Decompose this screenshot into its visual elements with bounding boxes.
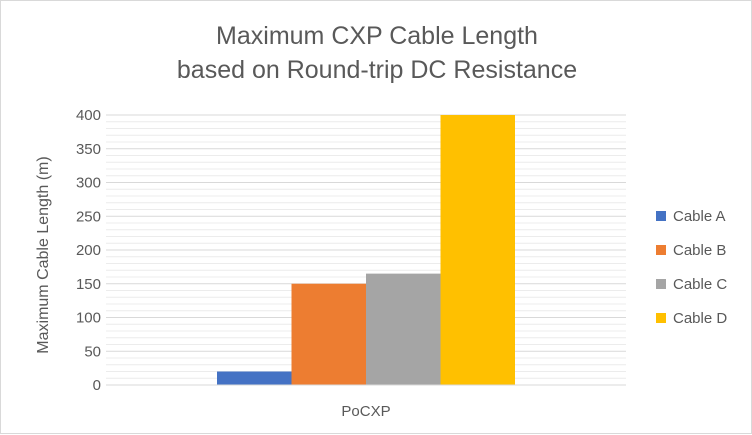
legend-item: Cable B (656, 233, 727, 267)
legend-label: Cable B (673, 241, 727, 259)
legend-swatch (656, 313, 666, 323)
legend-swatch (656, 279, 666, 289)
bars (217, 115, 515, 385)
legend-swatch (656, 245, 666, 255)
bar-cable-c (366, 273, 441, 385)
chart-subtitle: based on Round-trip DC Resistance (176, 56, 578, 84)
legend-item: Cable A (656, 199, 727, 233)
y-tick-label: 200 (76, 242, 101, 259)
bar-cable-b (291, 283, 366, 385)
y-tick-label: 0 (93, 377, 101, 394)
bar-cable-d (440, 115, 515, 385)
y-tick-label: 50 (84, 343, 101, 360)
legend-label: Cable D (673, 309, 728, 327)
chart-title-block: Maximum CXP Cable Length based on Round-… (1, 19, 752, 87)
bar-cable-a (217, 371, 292, 385)
y-tick-label: 300 (76, 175, 101, 192)
chart-title: Maximum CXP Cable Length (216, 22, 538, 50)
legend-item: Cable D (656, 301, 727, 335)
legend-label: Cable A (673, 207, 726, 225)
y-axis-ticks: 0 50 100 150 200 250 300 350 400 (76, 107, 101, 394)
y-tick-label: 250 (76, 208, 101, 225)
y-axis-title: Maximum Cable Length (m) (35, 156, 52, 353)
y-tick-label: 100 (76, 310, 101, 327)
y-tick-label: 150 (76, 276, 101, 293)
y-tick-label: 350 (76, 141, 101, 158)
legend-label: Cable C (673, 275, 728, 293)
x-axis-ticks: PoCXP (341, 403, 390, 420)
x-tick-label: PoCXP (341, 403, 390, 420)
legend-item: Cable C (656, 267, 727, 301)
legend: Cable A Cable B Cable C Cable D (656, 199, 727, 335)
y-tick-label: 400 (76, 107, 101, 124)
legend-swatch (656, 211, 666, 221)
